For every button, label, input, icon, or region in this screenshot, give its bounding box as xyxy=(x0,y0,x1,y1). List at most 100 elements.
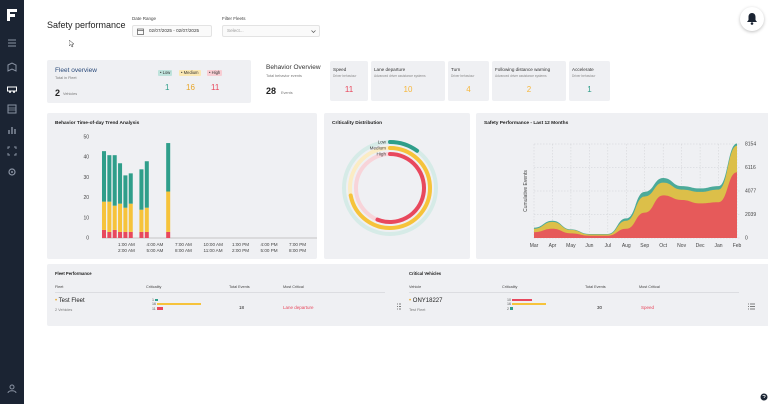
performance-title: Safety Performance - Last 12 Months xyxy=(484,121,569,126)
reports-icon[interactable] xyxy=(6,124,18,136)
fleet-name[interactable]: • Test Fleet xyxy=(55,298,85,304)
fleet-vehicle-count: 2 Vehicles xyxy=(55,308,73,312)
bar-high xyxy=(107,231,112,238)
y-tick-label: 40 xyxy=(83,155,89,161)
behavior-value: 1 xyxy=(587,85,592,94)
behavior-category: Advanced driver assistance systems xyxy=(374,74,426,78)
x-tick-label: 1:00 PM xyxy=(232,242,249,247)
y-tick-label: 6116 xyxy=(745,165,756,171)
fleet-overview-title: Fleet overview xyxy=(55,67,97,74)
bar-high xyxy=(102,229,107,238)
most-critical-col-header: Most Critical xyxy=(283,285,304,289)
ring-label: Medium xyxy=(370,146,387,151)
bar-high xyxy=(139,231,144,238)
trend-chart: 50 40 30 20 10 0 1:00 AM2:00 AM 4:00 AM5:00 AM 7… xyxy=(83,135,317,253)
behavior-card[interactable]: Accelerate Driver behaviour 1 xyxy=(569,61,610,101)
x-tick-label: 2:00 PM xyxy=(232,248,249,253)
film-icon[interactable] xyxy=(6,103,18,115)
safety-icon[interactable] xyxy=(6,83,18,95)
behavior-category: Advanced driver assistance systems xyxy=(495,74,547,78)
fleet-filter-placeholder: Select... xyxy=(227,28,244,33)
bar-low xyxy=(107,155,112,202)
bar-medium xyxy=(166,191,171,232)
x-tick-label: Dec xyxy=(696,243,705,249)
ring-label: High xyxy=(377,152,387,157)
behavior-card[interactable]: Turn Driver behaviour 4 xyxy=(448,61,489,101)
bar-medium xyxy=(139,209,144,232)
ring-high xyxy=(375,152,426,224)
notifications-button[interactable] xyxy=(740,7,764,31)
x-tick-label: 7:00 AM xyxy=(175,242,192,247)
x-tick-label: Apr xyxy=(549,243,557,249)
bar-low xyxy=(139,169,144,210)
bar-low xyxy=(112,155,117,206)
bar-low xyxy=(166,143,171,192)
bell-icon xyxy=(747,13,757,25)
bar-medium xyxy=(123,207,128,232)
date-range-label: Date Range xyxy=(132,16,157,21)
fleet-performance-card: Fleet Performance Fleet Criticality Tota… xyxy=(47,264,417,326)
vehicle-fleet-name: Test Fleet xyxy=(409,308,426,312)
fleet-most-critical: Lane departure xyxy=(283,305,314,310)
behavior-category: Driver behaviour xyxy=(333,74,357,78)
bar-medium xyxy=(107,201,112,232)
behavior-card[interactable]: Following distance warning Advanced driv… xyxy=(492,61,566,101)
sidebar xyxy=(0,0,24,404)
trend-chart-title: Behavior Time-of-day Trend Analysis xyxy=(55,121,140,126)
x-tick-label: Sep xyxy=(640,243,649,249)
expand-icon[interactable] xyxy=(6,145,18,157)
fleet-overview-subtitle: Total in Fleet xyxy=(55,76,77,80)
vehicle-total-events-col-header: Total Events xyxy=(585,285,606,289)
x-tick-label: Aug xyxy=(622,243,631,249)
y-tick-label: 30 xyxy=(83,175,89,181)
bar-high xyxy=(128,231,133,238)
ring-medium xyxy=(348,146,432,230)
bar-high xyxy=(166,231,171,238)
legend-high: • High xyxy=(207,70,223,76)
criticality-col-header: Criticality xyxy=(146,285,162,289)
y-tick-label: 2039 xyxy=(745,212,756,218)
fleet-performance-title: Fleet Performance xyxy=(55,271,92,276)
low-count: 1 xyxy=(165,83,170,92)
bar-medium xyxy=(102,201,107,230)
x-tick-label: 7:00 PM xyxy=(289,242,306,247)
gear-icon[interactable] xyxy=(6,166,18,178)
ring-low xyxy=(388,140,420,153)
user-icon[interactable] xyxy=(6,383,18,395)
vehicle-criticality-col-header: Criticality xyxy=(502,285,518,289)
behavior-value: 11 xyxy=(344,85,354,94)
bar-low xyxy=(118,163,123,204)
area-high xyxy=(534,172,737,238)
high-count: 11 xyxy=(211,83,220,92)
y-tick-label: 10 xyxy=(83,215,89,221)
details-list-icon[interactable] xyxy=(748,303,755,310)
menu-icon[interactable] xyxy=(6,37,18,49)
x-tick-label: 4:00 PM xyxy=(261,242,278,247)
behavior-category: Driver behaviour xyxy=(572,74,596,78)
medium-count: 16 xyxy=(186,83,195,92)
behavior-name: Speed xyxy=(333,67,347,72)
map-icon[interactable] xyxy=(6,61,18,73)
x-tick-label: 4:00 AM xyxy=(147,242,164,247)
x-tick-label: Oct xyxy=(659,243,667,249)
x-tick-label: 5:00 PM xyxy=(261,248,278,253)
legend-medium: • Medium xyxy=(179,70,201,76)
x-tick-label: May xyxy=(566,243,576,249)
vehicle-name[interactable]: • ONY18227 xyxy=(409,298,443,304)
performance-chart: Mar Apr May Jun Jul Aug Sep Oct Nov Dec Jan Feb 8154… xyxy=(523,142,756,250)
bar-low xyxy=(102,151,107,202)
help-icon[interactable] xyxy=(760,393,768,401)
logo-icon[interactable] xyxy=(5,7,19,23)
fleet-filter-select[interactable]: Select... xyxy=(222,25,320,37)
bar-medium xyxy=(118,203,123,232)
behavior-card[interactable]: Speed Driver behaviour 11 xyxy=(330,61,368,101)
behavior-card[interactable]: Lane departure Advanced driver assistanc… xyxy=(371,61,445,101)
x-tick-label: 2:00 AM xyxy=(118,248,135,253)
date-range-input[interactable]: 02/07/2025 - 02/07/2025 xyxy=(132,25,212,37)
total-events-col-header: Total Events xyxy=(229,285,250,289)
vehicle-most-critical: Speed xyxy=(641,305,655,310)
fleet-overview-card: Fleet overview Total in Fleet 2 Vehicles… xyxy=(47,60,251,103)
bar-high xyxy=(144,231,149,238)
filter-fleets-label: Filter Fleets xyxy=(222,16,246,21)
